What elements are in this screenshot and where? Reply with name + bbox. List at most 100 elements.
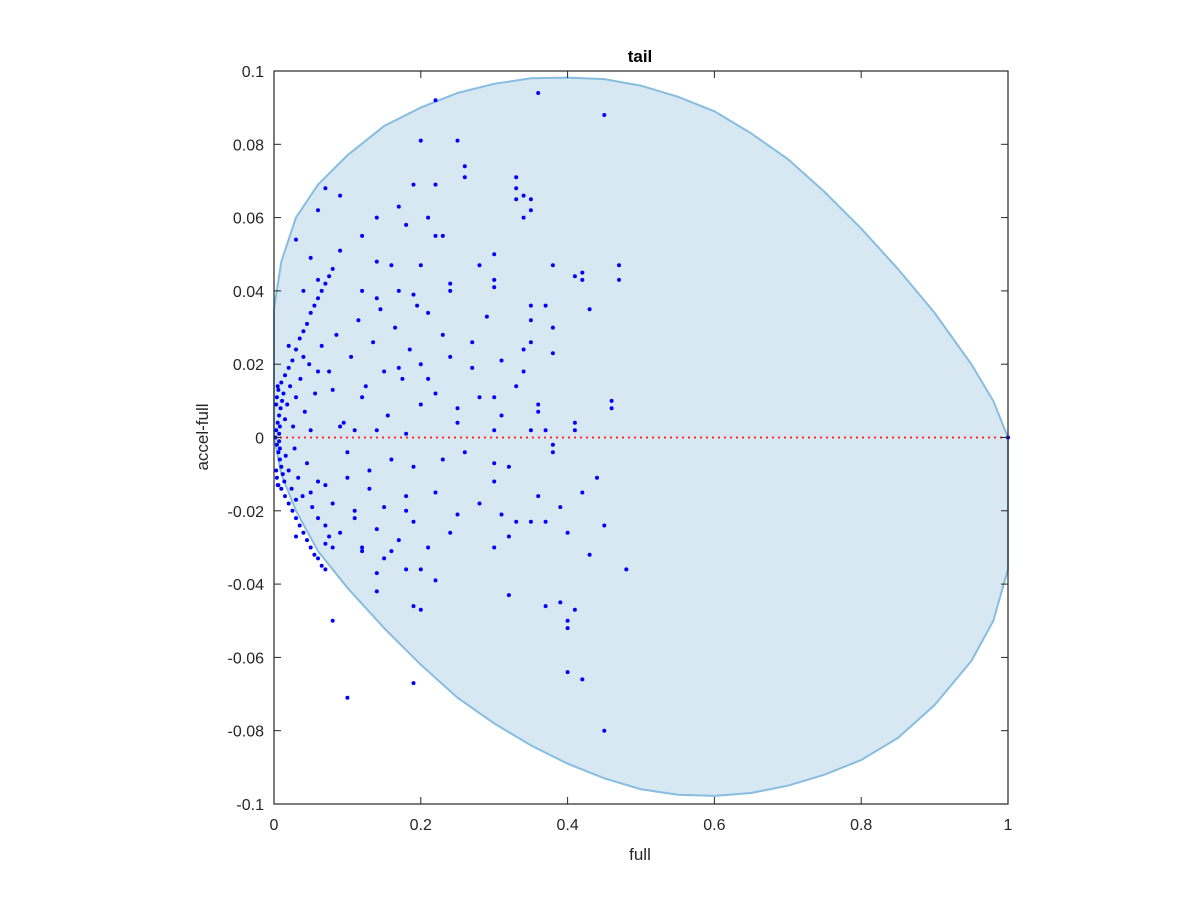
data-point xyxy=(360,288,365,293)
data-point xyxy=(580,677,585,682)
data-point xyxy=(404,494,409,499)
data-point xyxy=(277,446,282,451)
data-point xyxy=(484,314,489,319)
data-point xyxy=(609,406,614,411)
data-point xyxy=(316,369,320,374)
data-point xyxy=(360,395,365,400)
data-point xyxy=(276,450,281,455)
data-point xyxy=(297,336,302,341)
data-point xyxy=(433,490,438,495)
data-point xyxy=(521,193,526,198)
data-point xyxy=(455,420,460,425)
data-point xyxy=(426,545,431,550)
data-point xyxy=(294,534,298,539)
data-point xyxy=(301,288,306,293)
data-point xyxy=(411,519,416,524)
data-point xyxy=(341,420,346,425)
data-point xyxy=(374,589,379,594)
data-point xyxy=(595,475,599,480)
data-point xyxy=(382,556,387,561)
data-point xyxy=(327,274,332,279)
data-point xyxy=(433,233,438,238)
data-point xyxy=(462,175,467,180)
data-point xyxy=(312,303,317,308)
data-point xyxy=(330,266,335,271)
data-point xyxy=(371,340,376,345)
data-point xyxy=(316,296,320,301)
y-tick-label: 0 xyxy=(255,431,264,448)
data-point xyxy=(323,541,328,546)
data-point xyxy=(374,428,379,433)
data-point xyxy=(277,439,282,444)
data-point xyxy=(433,391,438,396)
data-point xyxy=(280,472,285,477)
data-point xyxy=(291,424,296,429)
data-point xyxy=(307,362,312,367)
y-axis: -0.1 -0.08 -0.06 -0.04 -0.02 0 0.02 0.04 0.06 0.0… xyxy=(228,64,1008,814)
data-point xyxy=(514,519,519,524)
data-point xyxy=(543,303,548,308)
x-axis-label: full xyxy=(629,845,651,864)
data-point xyxy=(440,332,445,337)
data-point xyxy=(313,391,318,396)
data-point xyxy=(345,475,350,480)
data-point xyxy=(426,376,431,381)
data-point xyxy=(305,321,309,326)
data-point xyxy=(385,413,390,418)
data-point xyxy=(274,395,279,400)
data-point xyxy=(396,365,401,370)
data-point xyxy=(283,494,287,499)
data-point xyxy=(296,475,301,480)
data-point xyxy=(448,354,453,359)
data-point xyxy=(345,695,350,700)
data-point xyxy=(298,376,303,381)
data-point xyxy=(374,527,379,532)
data-point xyxy=(514,384,519,389)
data-point xyxy=(543,519,548,524)
data-point xyxy=(301,329,306,334)
data-point xyxy=(274,468,279,473)
data-point xyxy=(455,512,460,517)
data-point xyxy=(448,288,453,293)
data-point xyxy=(274,475,279,480)
data-point xyxy=(492,285,497,290)
data-point xyxy=(550,450,555,455)
data-point xyxy=(330,618,335,623)
data-point xyxy=(302,409,307,414)
data-point xyxy=(308,545,313,550)
data-point xyxy=(301,354,306,359)
data-point xyxy=(404,567,409,572)
x-tick-label: 0.4 xyxy=(556,817,578,834)
data-point xyxy=(356,318,361,323)
data-point xyxy=(506,534,511,539)
data-point xyxy=(294,497,298,502)
data-point xyxy=(286,343,291,348)
data-point xyxy=(277,431,282,436)
data-point xyxy=(514,197,519,202)
chart-title: tail xyxy=(628,47,653,66)
data-point xyxy=(407,347,412,352)
data-point xyxy=(536,494,541,499)
data-point xyxy=(352,516,357,521)
data-point xyxy=(378,307,383,312)
data-point xyxy=(374,296,379,301)
data-point xyxy=(455,406,460,411)
y-tick-label: 0.1 xyxy=(242,64,264,81)
data-point xyxy=(330,501,335,506)
data-point xyxy=(602,728,607,733)
data-point xyxy=(572,420,577,425)
data-point xyxy=(274,402,279,407)
data-point xyxy=(281,391,286,396)
data-point xyxy=(440,457,445,462)
data-point xyxy=(319,288,324,293)
data-point xyxy=(323,483,328,488)
data-point xyxy=(499,413,504,418)
data-point xyxy=(462,164,467,169)
data-point xyxy=(310,505,315,510)
data-point xyxy=(565,670,570,675)
data-point xyxy=(572,274,577,279)
data-point xyxy=(330,545,335,550)
data-point xyxy=(389,263,394,268)
data-point xyxy=(580,277,585,282)
data-point xyxy=(283,417,287,422)
